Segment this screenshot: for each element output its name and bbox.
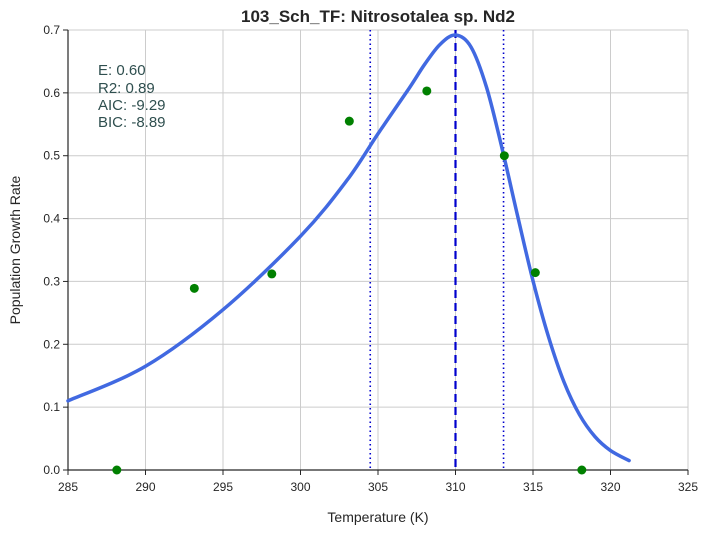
fit-curve-group [66,33,631,463]
x-tick-label: 315 [523,480,543,494]
x-tick-label: 310 [445,480,465,494]
data-points [112,86,587,475]
data-point [267,269,277,279]
stat-bic: BIC: -8.89 [98,114,166,131]
x-axis: 285 290 295 300 305 310 315 320 325 [58,470,698,494]
x-tick-label: 285 [58,480,78,494]
x-axis-label: Temperature (K) [327,509,428,525]
data-point [499,151,509,161]
data-point [422,86,432,96]
y-tick-label: 0.0 [43,463,60,477]
grid [67,29,689,471]
y-tick-label: 0.5 [43,149,60,163]
x-tick-label: 300 [290,480,310,494]
stats-annotation: E: 0.60 R2: 0.89 AIC: -9.29 BIC: -8.89 [98,62,166,131]
y-tick-label: 0.2 [43,337,60,351]
y-axis-label: Population Growth Rate [7,175,23,324]
stat-e: E: 0.60 [98,62,146,79]
fit-curve [66,33,631,463]
y-tick-label: 0.4 [43,212,60,226]
y-tick-label: 0.1 [43,400,60,414]
data-point [112,465,122,475]
reference-lines [369,30,505,470]
stat-aic: AIC: -9.29 [98,97,166,114]
x-tick-label: 305 [368,480,388,494]
y-axis: 0.0 0.1 0.2 0.3 0.4 0.5 0.6 0.7 [43,23,68,477]
chart-title: 103_Sch_TF: Nitrosotalea sp. Nd2 [241,7,515,26]
stat-r2: R2: 0.89 [98,80,155,97]
data-point [189,283,199,293]
data-point [344,116,354,126]
x-tick-label: 325 [678,480,698,494]
x-tick-label: 290 [135,480,155,494]
x-tick-label: 320 [600,480,620,494]
y-tick-label: 0.7 [43,23,60,37]
y-tick-label: 0.6 [43,86,60,100]
y-tick-label: 0.3 [43,274,60,288]
x-tick-label: 295 [213,480,233,494]
data-point [577,465,587,475]
data-point [530,268,540,278]
